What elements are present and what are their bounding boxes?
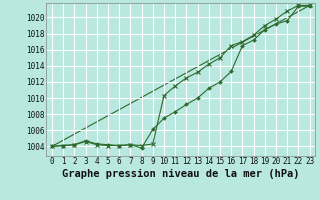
X-axis label: Graphe pression niveau de la mer (hPa): Graphe pression niveau de la mer (hPa) [62, 169, 300, 179]
